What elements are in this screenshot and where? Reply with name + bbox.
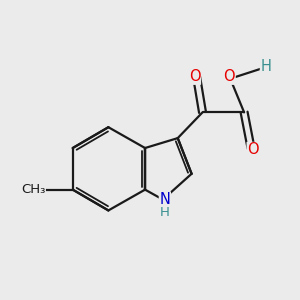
Text: O: O [224, 69, 235, 84]
Text: CH₃: CH₃ [21, 183, 45, 196]
Text: O: O [247, 142, 259, 158]
Text: N: N [159, 192, 170, 207]
Text: H: H [260, 59, 272, 74]
Text: O: O [189, 69, 200, 84]
Text: H: H [160, 206, 170, 219]
